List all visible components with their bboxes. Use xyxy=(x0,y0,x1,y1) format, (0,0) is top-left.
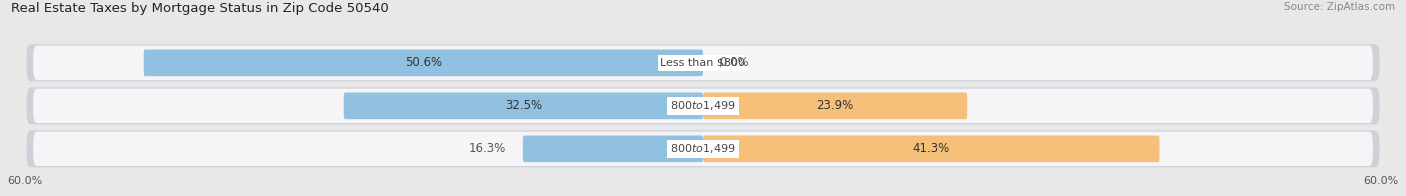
Text: Less than $800: Less than $800 xyxy=(661,58,745,68)
Text: 16.3%: 16.3% xyxy=(470,142,506,155)
Text: $800 to $1,499: $800 to $1,499 xyxy=(671,99,735,112)
FancyBboxPatch shape xyxy=(523,135,703,162)
FancyBboxPatch shape xyxy=(34,132,1372,166)
FancyBboxPatch shape xyxy=(27,44,1379,81)
FancyBboxPatch shape xyxy=(143,50,703,76)
Text: 41.3%: 41.3% xyxy=(912,142,950,155)
FancyBboxPatch shape xyxy=(34,89,1372,123)
Text: Real Estate Taxes by Mortgage Status in Zip Code 50540: Real Estate Taxes by Mortgage Status in … xyxy=(11,2,389,15)
Text: Source: ZipAtlas.com: Source: ZipAtlas.com xyxy=(1284,2,1395,12)
Text: 0.0%: 0.0% xyxy=(720,56,749,69)
FancyBboxPatch shape xyxy=(27,87,1379,124)
Text: $800 to $1,499: $800 to $1,499 xyxy=(671,142,735,155)
FancyBboxPatch shape xyxy=(343,93,703,119)
FancyBboxPatch shape xyxy=(34,46,1372,80)
FancyBboxPatch shape xyxy=(703,93,967,119)
Text: 32.5%: 32.5% xyxy=(505,99,541,112)
FancyBboxPatch shape xyxy=(703,135,1160,162)
Text: 23.9%: 23.9% xyxy=(817,99,853,112)
Text: 50.6%: 50.6% xyxy=(405,56,441,69)
FancyBboxPatch shape xyxy=(27,130,1379,167)
Text: 60.0%: 60.0% xyxy=(7,176,42,186)
Text: 60.0%: 60.0% xyxy=(1364,176,1399,186)
